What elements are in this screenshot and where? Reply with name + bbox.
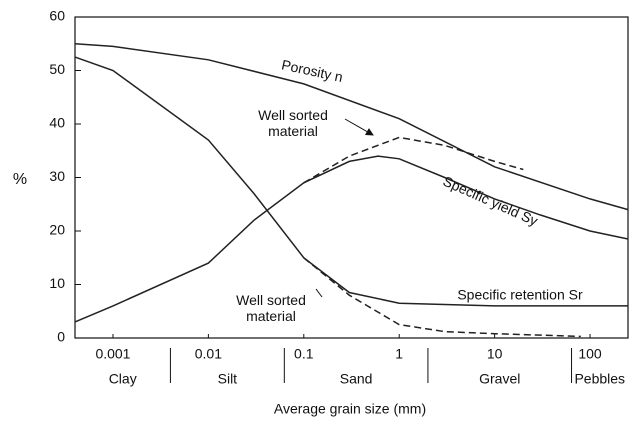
annotation-leader xyxy=(315,288,323,298)
x-tick-label: 10 xyxy=(487,346,503,362)
size-class-label: Clay xyxy=(109,371,137,387)
series-line xyxy=(74,43,629,211)
series-label: Well sorted material xyxy=(236,292,306,324)
size-class-label: Gravel xyxy=(479,371,520,387)
y-tick-label: 10 xyxy=(49,275,65,291)
x-tick-label: 100 xyxy=(578,346,602,362)
y-tick-label: 30 xyxy=(49,168,65,184)
series-line xyxy=(303,257,581,338)
y-tick-label: 0 xyxy=(57,329,65,345)
x-tick-label: 0.001 xyxy=(95,346,130,362)
x-tick-label: 1 xyxy=(395,346,403,362)
y-tick-label: 20 xyxy=(49,222,65,238)
x-axis-label: Average grain size (mm) xyxy=(274,401,426,417)
series-line xyxy=(74,155,629,323)
series-line xyxy=(303,136,524,184)
series-label: Specific yield Sy xyxy=(441,173,541,229)
series-label: Well sorted material xyxy=(258,107,328,139)
series-label: Specific retention Sr xyxy=(457,287,583,303)
size-class-label: Sand xyxy=(340,371,373,387)
y-tick-label: 40 xyxy=(49,115,65,131)
x-tick-label: 0.01 xyxy=(195,346,222,362)
y-axis-label: % xyxy=(13,171,27,188)
annotation-arrow xyxy=(344,118,374,136)
series-line xyxy=(74,56,628,307)
size-class-label: Silt xyxy=(218,371,238,387)
size-class-label: Pebbles xyxy=(574,371,625,387)
y-tick-label: 60 xyxy=(49,8,65,24)
x-tick-label: 0.1 xyxy=(294,346,314,362)
y-tick-label: 50 xyxy=(49,61,65,77)
